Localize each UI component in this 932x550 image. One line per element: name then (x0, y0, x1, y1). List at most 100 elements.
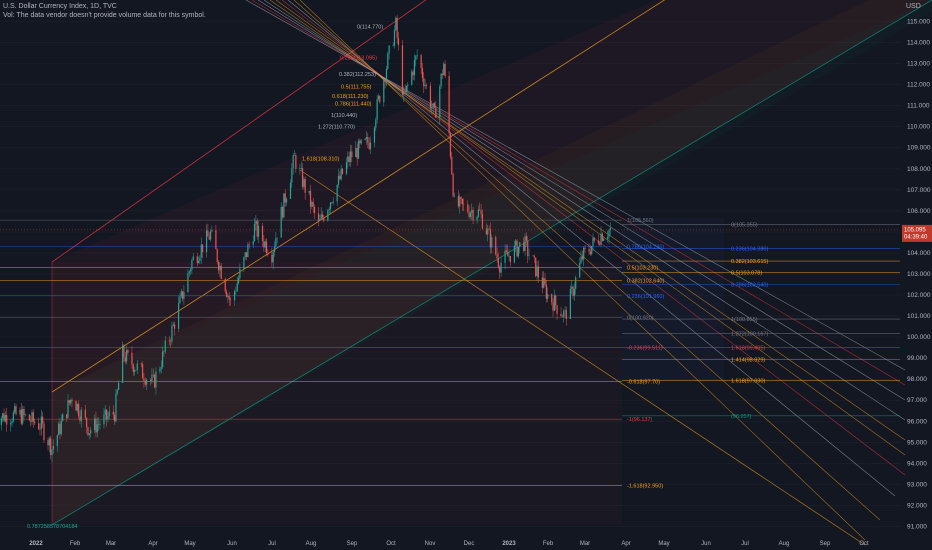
candle-body (395, 17, 397, 30)
candle-body (356, 148, 358, 159)
candle-body (571, 286, 573, 289)
time-tick-label: Mar (106, 541, 116, 547)
candle-body (300, 168, 302, 169)
candle-body (508, 256, 510, 257)
time-tick-label: May (184, 541, 195, 547)
candle-body (424, 85, 426, 87)
candle-body (66, 414, 68, 418)
candle-body (451, 156, 453, 174)
time-axis[interactable]: 2022 Feb Mar Apr May Jun Jul Aug Sep Oct Nov Dec 202… (29, 541, 869, 547)
candle-body (188, 271, 190, 274)
fib-label: 0.618(111.230) (332, 94, 369, 100)
time-tick-label: Jul (741, 541, 749, 547)
candle-body (154, 374, 156, 388)
candle-body (495, 237, 497, 255)
candle-body (601, 233, 603, 241)
candle-body (609, 228, 611, 231)
candle-body (281, 206, 284, 218)
candle-body (593, 237, 595, 241)
candle-body (284, 193, 286, 203)
candle-body (433, 103, 436, 108)
candle-body (11, 421, 13, 423)
candles (0, 14, 611, 463)
candle-body (524, 236, 526, 251)
candle-body (236, 283, 238, 292)
candle-body (392, 45, 394, 47)
candle-body (405, 85, 408, 92)
candle-body (52, 445, 54, 450)
candle-body (513, 245, 516, 263)
candle-body (179, 296, 181, 304)
price-axis[interactable]: 115.000 114.000 113.000 112.000 111.000 110.0… (907, 19, 931, 531)
candle-body (257, 225, 260, 237)
candle-body (42, 416, 44, 424)
candle-body (519, 242, 521, 247)
candle-body (476, 216, 478, 221)
candle-body (393, 29, 396, 46)
candle-body (196, 256, 198, 264)
candle-body (411, 71, 413, 85)
candle-body (468, 211, 470, 217)
candle-body (155, 371, 157, 388)
candle-body (289, 182, 292, 199)
candle-body (252, 241, 254, 245)
last-price-box (902, 224, 932, 242)
candle-body (569, 288, 571, 320)
candle-body (491, 237, 493, 248)
candle-body (285, 198, 288, 203)
candle-body (364, 138, 366, 140)
candle-body (481, 213, 484, 229)
candle-body (432, 103, 434, 108)
candle-body (75, 401, 77, 411)
candle-body (39, 429, 41, 430)
candle-body (441, 73, 444, 76)
candle-body (479, 209, 481, 211)
candle-body (528, 255, 530, 257)
candle-body (416, 55, 418, 56)
candle-body (96, 424, 98, 433)
candle-body (200, 244, 202, 258)
candle-body (275, 238, 277, 247)
candle-body (545, 284, 547, 299)
candle-body (345, 162, 348, 174)
fib-label: 0.236(113.095) (340, 55, 377, 61)
candle-body (98, 424, 100, 425)
candle-body (449, 133, 452, 157)
candle-body (487, 228, 489, 235)
candle-body (265, 241, 268, 253)
price-tick-label: 97.000 (907, 397, 927, 404)
fib-label: 1.272(100.167) (731, 332, 768, 338)
candle-body (429, 85, 432, 109)
candle-body (396, 17, 398, 38)
candle-body (276, 237, 278, 239)
fib-label: 0(100.920) (627, 316, 654, 322)
candle-body (327, 210, 329, 221)
candle-body (500, 262, 502, 273)
candle-body (331, 202, 333, 204)
price-tick-label: 104.000 (907, 250, 931, 257)
candle-body (471, 210, 473, 213)
candle-body (603, 238, 605, 241)
candle-body (340, 168, 342, 180)
channel-line (51, 0, 932, 526)
candle-body (337, 175, 340, 185)
price-tick-label: 113.000 (907, 61, 930, 68)
candle-body (496, 254, 498, 259)
candle-body (600, 233, 602, 245)
candle-body (151, 374, 153, 381)
fib-label: 1.618(99.495) (731, 346, 765, 352)
symbol-title[interactable]: U.S. Dollar Currency Index, 1D, TVC (3, 3, 117, 10)
candle-body (86, 417, 88, 428)
last-price-text: 105.095 (904, 227, 926, 233)
candle-body (160, 367, 162, 369)
candle-body (516, 240, 518, 257)
candle-body (355, 148, 357, 158)
candle-body (191, 260, 193, 270)
candle-body (124, 357, 126, 362)
candle-body (112, 411, 114, 415)
candle-body (367, 136, 369, 144)
candle-body (319, 219, 321, 221)
candle-body (187, 273, 189, 293)
candle-body (387, 53, 389, 69)
